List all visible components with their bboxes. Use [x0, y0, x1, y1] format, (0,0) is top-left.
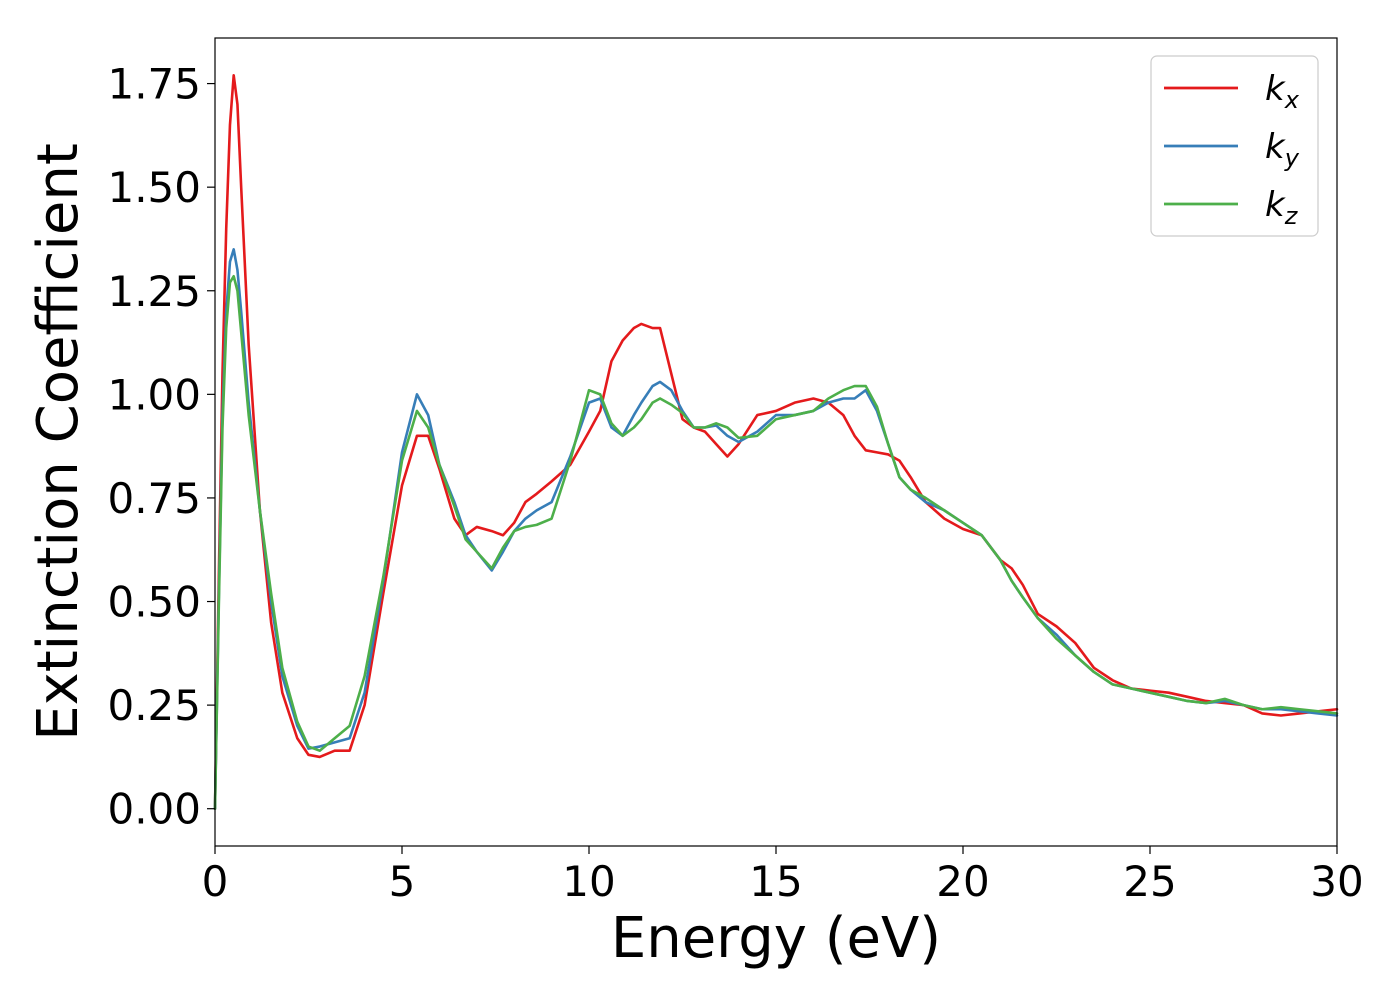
series-line-k-y: [213, 248, 1339, 811]
legend-label-base: k: [1265, 69, 1286, 109]
y-axis-title: Extinction Coefficient: [26, 143, 91, 741]
y-tick-label: 1.00: [107, 370, 201, 419]
x-axis-ticks: 0 5 10 15 20 25 30: [202, 846, 1364, 906]
legend-label-k-z: kz: [1265, 185, 1299, 230]
legend-label-subscript: z: [1284, 202, 1299, 230]
y-tick-label: 0.75: [107, 474, 201, 523]
x-tick-label: 25: [1123, 857, 1176, 906]
y-tick-label: 0.00: [107, 785, 201, 834]
legend-label-base: k: [1265, 127, 1286, 167]
legend-label-k-x: kx: [1265, 69, 1300, 114]
y-tick-label: 0.50: [107, 578, 201, 627]
y-tick-label: 1.75: [107, 60, 201, 109]
x-tick-label: 30: [1310, 857, 1363, 906]
x-axis-title: Energy (eV): [611, 906, 941, 971]
x-tick-label: 15: [749, 857, 802, 906]
series-line-k-x: [213, 73, 1339, 811]
legend-label-base: k: [1265, 185, 1286, 225]
legend-label-subscript: y: [1284, 144, 1300, 172]
x-tick-label: 10: [562, 857, 615, 906]
x-tick-label: 5: [389, 857, 416, 906]
y-tick-label: 1.25: [107, 267, 201, 316]
legend-label-subscript: x: [1284, 86, 1300, 114]
legend-label-k-y: ky: [1265, 127, 1300, 172]
y-axis-ticks: 0.00 0.25 0.50 0.75 1.00 1.25 1.50 1.75: [107, 60, 215, 834]
x-tick-label: 20: [936, 857, 989, 906]
series-layer: [213, 73, 1339, 811]
x-tick-label: 0: [202, 857, 229, 906]
y-tick-label: 1.50: [107, 163, 201, 212]
y-tick-label: 0.25: [107, 681, 201, 730]
series-line-k-z: [213, 274, 1339, 811]
